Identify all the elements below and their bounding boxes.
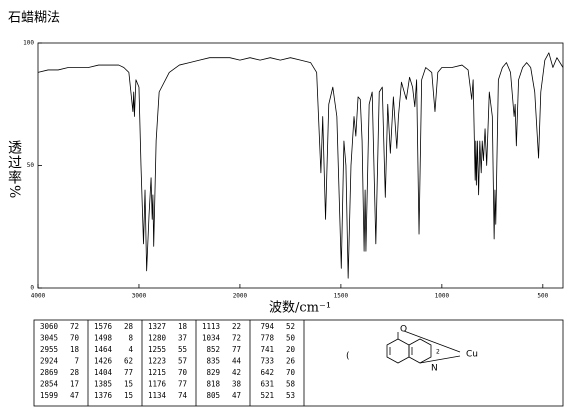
peak-transmittance: 38 [232, 380, 242, 389]
y-tick-label: 0 [30, 285, 34, 292]
spectrum-line [37, 52, 564, 279]
x-tick-label: 4000 [31, 293, 46, 300]
y-tick-label: 100 [23, 40, 34, 47]
peak-transmittance: 77 [124, 368, 133, 377]
peak-transmittance: 50 [286, 334, 296, 343]
peak-wavenumber: 3045 [40, 334, 58, 343]
peak-transmittance: 28 [124, 322, 134, 331]
peak-wavenumber: 2924 [40, 357, 59, 366]
structure-label: ( [346, 352, 350, 362]
peak-transmittance: 70 [70, 334, 80, 343]
x-tick-label: 1000 [435, 293, 450, 300]
peak-wavenumber: 631 [260, 380, 274, 389]
peak-wavenumber: 2869 [40, 368, 58, 377]
peak-transmittance: 53 [286, 391, 295, 400]
peak-wavenumber: 805 [206, 391, 220, 400]
peak-transmittance: 62 [124, 357, 133, 366]
peak-transmittance: 70 [286, 368, 296, 377]
peak-wavenumber: 1176 [148, 380, 167, 389]
x-tick-label: 2000 [233, 293, 248, 300]
peak-wavenumber: 778 [260, 334, 274, 343]
peak-wavenumber: 852 [206, 345, 220, 354]
plot-frame [37, 42, 564, 289]
table-frame [33, 319, 564, 407]
peak-wavenumber: 1223 [148, 357, 166, 366]
peak-transmittance: 17 [70, 380, 79, 389]
peak-wavenumber: 1404 [94, 368, 113, 377]
peak-wavenumber: 1464 [94, 345, 113, 354]
peak-wavenumber: 1034 [202, 334, 221, 343]
structure-drawing [386, 330, 461, 364]
peak-transmittance: 52 [286, 322, 295, 331]
peak-wavenumber: 741 [260, 345, 274, 354]
chart-title: 石蜡糊法 [8, 10, 60, 26]
peak-wavenumber: 1280 [148, 334, 167, 343]
peak-transmittance: 74 [178, 391, 188, 400]
peak-wavenumber: 829 [206, 368, 220, 377]
peak-transmittance: 37 [178, 334, 187, 343]
peak-transmittance: 58 [286, 380, 296, 389]
x-tick-label: 500 [537, 293, 548, 300]
peak-wavenumber: 2955 [40, 345, 58, 354]
peak-wavenumber: 642 [260, 368, 274, 377]
peak-wavenumber: 835 [206, 357, 220, 366]
y-axis-label: 透过率% [6, 140, 22, 200]
peak-transmittance: 26 [286, 357, 296, 366]
peak-transmittance: 72 [70, 322, 79, 331]
peak-wavenumber: 521 [260, 391, 274, 400]
structure-label: O [400, 325, 407, 335]
peak-transmittance: 77 [178, 380, 187, 389]
peak-transmittance: 72 [232, 334, 241, 343]
peak-transmittance: 18 [70, 345, 80, 354]
peak-transmittance: 20 [286, 345, 296, 354]
structure-label: 2 [436, 349, 440, 356]
peak-wavenumber: 1376 [94, 391, 113, 400]
peak-wavenumber: 794 [260, 322, 274, 331]
peak-wavenumber: 1113 [202, 322, 220, 331]
peak-wavenumber: 3060 [40, 322, 59, 331]
peak-wavenumber: 1599 [40, 391, 58, 400]
peak-transmittance: 77 [232, 345, 241, 354]
peak-wavenumber: 1215 [148, 368, 166, 377]
peak-wavenumber: 1576 [94, 322, 113, 331]
peak-transmittance: 44 [232, 357, 242, 366]
peak-transmittance: 47 [232, 391, 241, 400]
structure-label: N [431, 364, 438, 374]
structure-label: Cu [466, 350, 478, 360]
peak-transmittance: 42 [232, 368, 241, 377]
peak-wavenumber: 1426 [94, 357, 113, 366]
x-tick-label: 3000 [132, 293, 147, 300]
peak-transmittance: 8 [128, 334, 133, 343]
peak-transmittance: 15 [124, 380, 133, 389]
peak-transmittance: 7 [74, 357, 79, 366]
peak-transmittance: 55 [178, 345, 187, 354]
peak-transmittance: 28 [70, 368, 80, 377]
peak-wavenumber: 1498 [94, 334, 113, 343]
peak-wavenumber: 2854 [40, 380, 59, 389]
peak-transmittance: 70 [178, 368, 188, 377]
peak-wavenumber: 1255 [148, 345, 166, 354]
peak-wavenumber: 1385 [94, 380, 112, 389]
peak-wavenumber: 1327 [148, 322, 166, 331]
peak-transmittance: 47 [70, 391, 79, 400]
x-tick-label: 1500 [334, 293, 349, 300]
peak-transmittance: 22 [232, 322, 241, 331]
peak-transmittance: 15 [124, 391, 133, 400]
peak-transmittance: 57 [178, 357, 187, 366]
peak-transmittance: 18 [178, 322, 188, 331]
peak-wavenumber: 733 [260, 357, 274, 366]
y-tick-label: 50 [27, 162, 35, 169]
peak-wavenumber: 1134 [148, 391, 167, 400]
x-axis-label: 波数/cm⁻¹ [269, 301, 331, 316]
peak-transmittance: 4 [128, 345, 133, 354]
peak-wavenumber: 818 [206, 380, 220, 389]
